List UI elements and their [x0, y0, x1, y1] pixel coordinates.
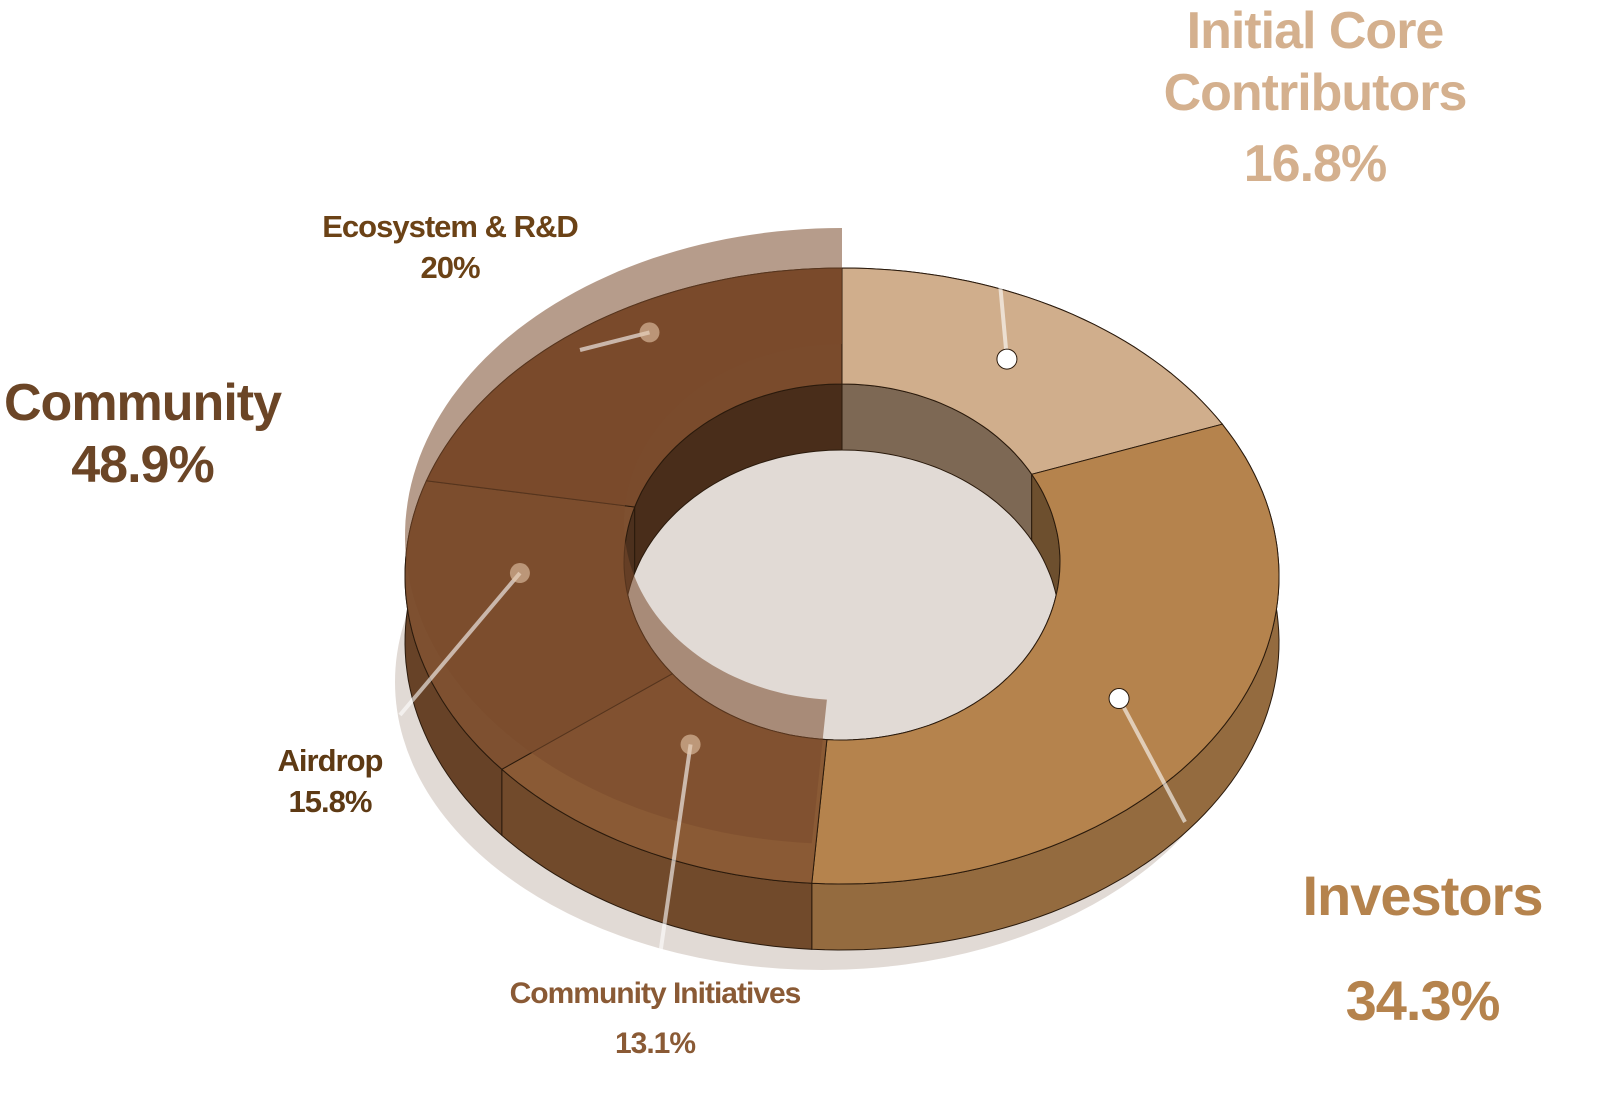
- segment-label: Ecosystem & R&D: [322, 209, 578, 244]
- leader-line: [1117, 697, 1187, 823]
- leader-line: [398, 571, 522, 717]
- label-dot: [996, 348, 1018, 370]
- segment-value: 20%: [420, 250, 480, 285]
- leader-line: [998, 282, 1009, 360]
- leader-line: [579, 330, 650, 352]
- segment-label: Airdrop: [277, 743, 384, 778]
- segment-value: 16.8%: [1243, 135, 1387, 193]
- label-dot: [680, 734, 701, 755]
- label-dot: [1108, 688, 1130, 710]
- segment-label: Community: [4, 374, 282, 432]
- segment-label: Community Initiatives: [509, 977, 802, 1010]
- segment-value: 48.9%: [71, 436, 214, 494]
- label-dot: [509, 563, 530, 584]
- segment-value: 13.1%: [614, 1027, 696, 1060]
- label-dot: [639, 322, 660, 343]
- segment-label: Investors: [1302, 864, 1544, 927]
- segment-value: 15.8%: [288, 784, 373, 819]
- segment-value: 34.3%: [1345, 969, 1501, 1032]
- leader-line: [658, 744, 693, 956]
- group-overlay: [405, 228, 842, 844]
- segment-label: Initial Core Contributors: [1163, 2, 1468, 123]
